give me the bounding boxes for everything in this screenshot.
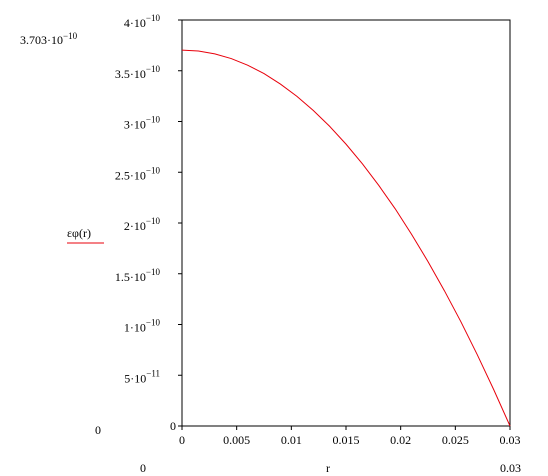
x-tick-label: 0.01 — [281, 433, 302, 447]
y-tick-labels: 05·10−111·10−101.5·10−102·10−102.5·10−10… — [115, 13, 182, 433]
y-tick-label: 0 — [170, 419, 176, 433]
y-tick-label: 5·10−11 — [124, 368, 160, 385]
y-tick-mantissa: 3·10 — [124, 118, 146, 132]
y-tick-exponent: −10 — [146, 267, 161, 277]
y-tick-exponent: −10 — [146, 216, 161, 226]
y-tick-exponent: −11 — [146, 368, 160, 378]
x-tick-label: 0.03 — [500, 433, 521, 447]
y-tick-exponent: −10 — [146, 64, 161, 74]
y-tick-mantissa: 2.5·10 — [115, 168, 146, 182]
y-tick-mantissa: 0 — [170, 419, 176, 433]
y-tick-mantissa: 2·10 — [124, 219, 146, 233]
x-min-label: 0 — [140, 461, 146, 475]
y-max-label: 3.703·10−10 — [20, 31, 78, 47]
x-tick-label: 0.015 — [333, 433, 360, 447]
x-tick-label: 0.025 — [442, 433, 469, 447]
y-tick-mantissa: 5·10 — [124, 371, 146, 385]
series-layer — [181, 49, 511, 427]
x-max-label: 0.03 — [500, 461, 521, 475]
y-tick-label: 3·10−10 — [124, 115, 161, 132]
x-tick-label: 0.02 — [390, 433, 411, 447]
x-tick-labels: 0 0.005 0.01 0.015 0.02 0.025 0.03 — [179, 426, 521, 447]
y-tick-mantissa: 1.5·10 — [115, 270, 146, 284]
y-tick-label: 3.5·10−10 — [115, 64, 161, 81]
y-tick-exponent: −10 — [146, 13, 161, 23]
y-min-label: 0 — [95, 423, 101, 437]
series-line — [181, 49, 511, 427]
y-tick-label: 1.5·10−10 — [115, 267, 161, 284]
x-tick-label: 0 — [179, 433, 185, 447]
x-tick-label: 0.005 — [223, 433, 250, 447]
y-tick-exponent: −10 — [146, 318, 161, 328]
y-axis-label: εφ(r) — [67, 226, 91, 240]
y-tick-label: 4·10−10 — [124, 13, 161, 30]
y-tick-mantissa: 4·10 — [124, 16, 146, 30]
y-tick-label: 1·10−10 — [124, 318, 161, 335]
x-axis-label: r — [326, 461, 330, 475]
y-tick-exponent: −10 — [146, 115, 161, 125]
y-tick-label: 2·10−10 — [124, 216, 161, 233]
y-tick-exponent: −10 — [146, 165, 161, 175]
plot-frame — [181, 19, 511, 427]
y-tick-mantissa: 1·10 — [124, 321, 146, 335]
y-tick-label: 2.5·10−10 — [115, 165, 161, 182]
y-tick-mantissa: 3.5·10 — [115, 67, 146, 81]
